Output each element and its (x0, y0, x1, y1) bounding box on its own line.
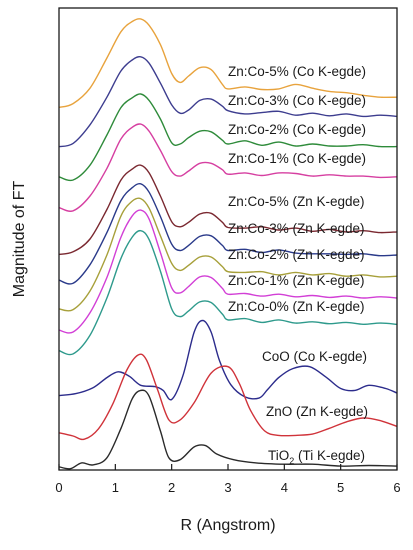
x-tick-label-6: 6 (393, 480, 400, 495)
curves-group (58, 18, 398, 470)
label-coo: CoO (Co K-egde) (262, 349, 367, 364)
label-zn-co-2-zn: Zn:Co-2% (Zn K-egde) (228, 247, 365, 262)
series-line-0 (58, 18, 398, 109)
label-zn-co-1-co: Zn:Co-1% (Co K-egde) (228, 151, 366, 166)
series-line-4 (58, 164, 398, 256)
series-labels: Zn:Co-5% (Co K-egde) Zn:Co-3% (Co K-egde… (228, 64, 368, 466)
series-line-3 (58, 123, 398, 212)
label-tio2: TiO2 (Ti K-egde) (268, 448, 365, 466)
series-line-1 (58, 55, 398, 148)
x-tick-label-2: 2 (168, 480, 175, 495)
x-axis-title: R (Angstrom) (180, 517, 275, 534)
label-zn-co-0-zn: Zn:Co-0% (Zn K-egde) (228, 299, 365, 314)
series-line-10 (58, 353, 398, 441)
series-line-6 (58, 197, 398, 312)
y-axis-title: Magnitude of FT (11, 181, 28, 298)
label-tio2-subscript: 2 (289, 456, 294, 466)
x-tick-label-4: 4 (281, 480, 288, 495)
label-tio2-suffix: (Ti K-egde) (294, 448, 365, 463)
label-zn-co-3-co: Zn:Co-3% (Co K-egde) (228, 93, 366, 108)
x-tick-label-5: 5 (337, 480, 344, 495)
label-zno: ZnO (Zn K-egde) (266, 404, 368, 419)
x-tick-label-1: 1 (112, 480, 119, 495)
series-line-9 (58, 319, 398, 401)
series-line-5 (58, 182, 398, 285)
series-line-11 (58, 389, 398, 470)
x-tick-label-3: 3 (224, 480, 231, 495)
label-tio2-base: TiO (268, 448, 289, 463)
x-tick-label-0: 0 (55, 480, 62, 495)
label-zn-co-1-zn: Zn:Co-1% (Zn K-egde) (228, 273, 365, 288)
series-line-8 (58, 229, 398, 356)
series-line-7 (58, 209, 398, 334)
label-zn-co-5-co: Zn:Co-5% (Co K-egde) (228, 64, 366, 79)
series-line-2 (58, 93, 398, 182)
label-zn-co-3-zn: Zn:Co-3% (Zn K-egde) (228, 221, 365, 236)
label-zn-co-2-co: Zn:Co-2% (Co K-egde) (228, 122, 366, 137)
label-zn-co-5-zn: Zn:Co-5% (Zn K-egde) (228, 194, 365, 209)
x-axis-ticks: 0 1 2 3 4 5 6 (55, 464, 401, 495)
